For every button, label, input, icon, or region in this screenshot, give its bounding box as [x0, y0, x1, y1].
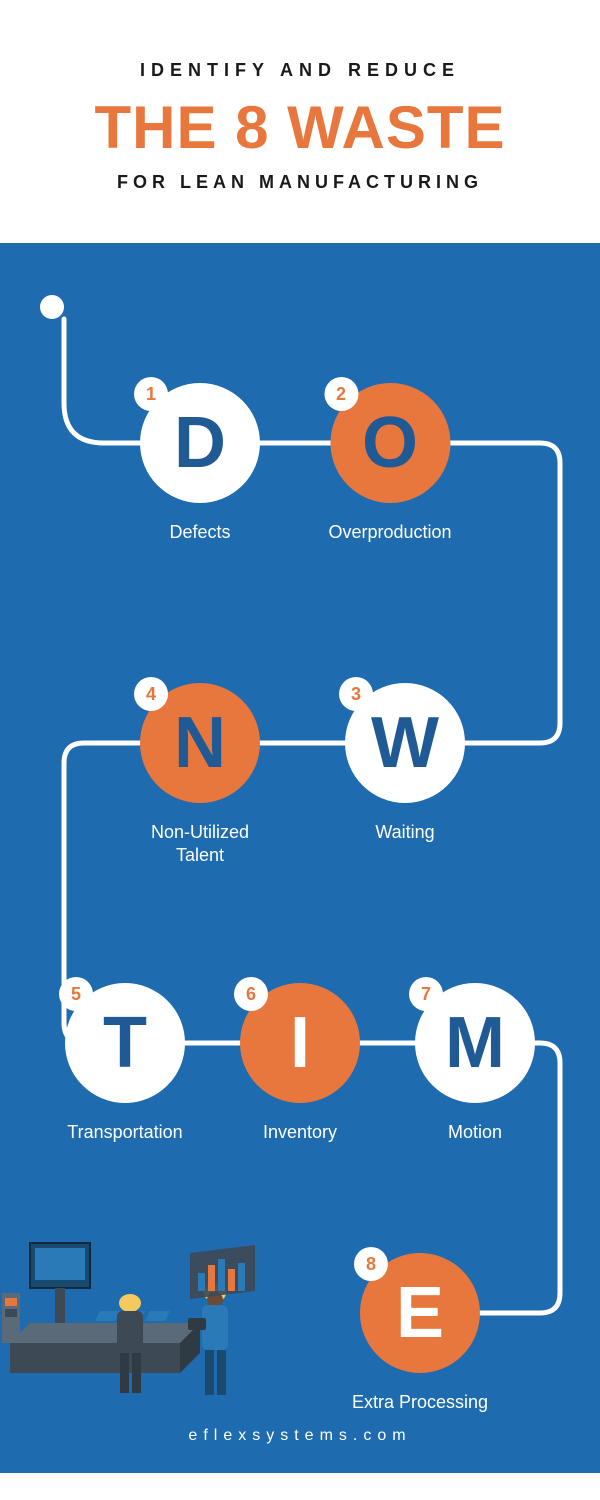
waste-letter: D — [174, 407, 226, 479]
waste-node-7: 7M Motion — [415, 983, 535, 1144]
waste-node-6: 6I Inventory — [240, 983, 360, 1144]
waste-label: Overproduction — [328, 521, 451, 544]
waste-label: Motion — [448, 1121, 502, 1144]
waste-number-badge: 3 — [339, 677, 373, 711]
waste-circle: 3W — [345, 683, 465, 803]
waste-circle: 1D — [140, 383, 260, 503]
waste-label: Non-Utilized Talent — [151, 821, 249, 868]
waste-letter: O — [362, 407, 418, 479]
waste-letter: I — [290, 1007, 310, 1079]
waste-label: Transportation — [67, 1121, 182, 1144]
header-pretitle: IDENTIFY AND REDUCE — [20, 60, 580, 81]
waste-node-1: 1D Defects — [140, 383, 260, 544]
waste-node-5: 5T Transportation — [65, 983, 185, 1144]
waste-label: Defects — [169, 521, 230, 544]
waste-letter: M — [445, 1007, 505, 1079]
waste-number-badge: 6 — [234, 977, 268, 1011]
footer-text: eflexsystems.com — [0, 1427, 600, 1445]
waste-letter: W — [371, 707, 439, 779]
path-start-dot — [40, 295, 64, 319]
waste-circle: 5T — [65, 983, 185, 1103]
header-title: THE 8 WASTE — [20, 93, 580, 162]
waste-number-badge: 5 — [59, 977, 93, 1011]
waste-number-badge: 8 — [354, 1247, 388, 1281]
waste-number-badge: 4 — [134, 677, 168, 711]
waste-circle: 4N — [140, 683, 260, 803]
workers-illustration — [0, 1193, 280, 1413]
infographic-main: eflexsystems.com 1D Defects 2O Overproducti… — [0, 243, 600, 1473]
waste-node-8: 8E Extra Processing — [352, 1253, 488, 1414]
waste-node-3: 3W Waiting — [345, 683, 465, 844]
waste-number-badge: 2 — [324, 377, 358, 411]
waste-label: Extra Processing — [352, 1391, 488, 1414]
waste-circle: 2O — [330, 383, 450, 503]
waste-letter: E — [396, 1277, 444, 1349]
waste-label: Waiting — [375, 821, 434, 844]
waste-label: Inventory — [263, 1121, 337, 1144]
waste-node-4: 4N Non-Utilized Talent — [140, 683, 260, 868]
waste-number-badge: 1 — [134, 377, 168, 411]
waste-number-badge: 7 — [409, 977, 443, 1011]
header-section: IDENTIFY AND REDUCE THE 8 WASTE FOR LEAN… — [0, 0, 600, 243]
waste-letter: T — [103, 1007, 147, 1079]
waste-circle: 8E — [360, 1253, 480, 1373]
waste-node-2: 2O Overproduction — [328, 383, 451, 544]
waste-letter: N — [174, 707, 226, 779]
header-subtitle: FOR LEAN MANUFACTURING — [20, 172, 580, 193]
waste-circle: 7M — [415, 983, 535, 1103]
waste-circle: 6I — [240, 983, 360, 1103]
